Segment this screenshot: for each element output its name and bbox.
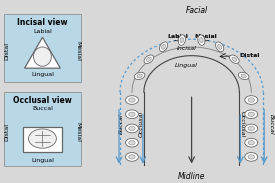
Ellipse shape [125,138,138,147]
Ellipse shape [245,96,258,104]
Ellipse shape [230,55,239,64]
Text: Buccal: Buccal [269,114,274,135]
Text: Occlusal: Occlusal [240,111,245,137]
Text: Buccal: Buccal [32,106,53,111]
Ellipse shape [34,47,51,66]
Text: Lingual: Lingual [31,158,54,163]
Ellipse shape [178,35,185,45]
Polygon shape [24,37,60,68]
Ellipse shape [216,42,224,52]
Text: Midline: Midline [178,172,205,181]
Text: Occlusal: Occlusal [138,111,143,137]
Ellipse shape [129,141,135,145]
Ellipse shape [232,57,237,61]
Ellipse shape [245,138,258,147]
Text: Distal: Distal [239,53,260,58]
Text: Mesial: Mesial [76,122,81,142]
Ellipse shape [218,44,222,49]
Ellipse shape [137,74,142,78]
Ellipse shape [245,124,258,133]
Ellipse shape [125,153,138,161]
Text: Occlusal view: Occlusal view [13,96,72,105]
Text: Facial: Facial [186,5,208,14]
Ellipse shape [129,112,135,116]
Ellipse shape [200,38,203,43]
Ellipse shape [129,98,135,102]
Text: Lingual: Lingual [175,63,198,68]
Ellipse shape [125,124,138,133]
Text: Distal: Distal [4,42,9,60]
Text: Incisal: Incisal [177,46,197,51]
Ellipse shape [248,112,254,116]
Ellipse shape [147,57,151,61]
Ellipse shape [241,74,246,78]
Ellipse shape [248,155,254,159]
Ellipse shape [160,42,168,52]
Ellipse shape [129,126,135,131]
Ellipse shape [134,72,145,80]
Text: Buccal: Buccal [119,114,123,135]
Ellipse shape [248,98,254,102]
Text: Labial: Labial [167,34,188,39]
Ellipse shape [245,110,258,119]
Ellipse shape [129,155,135,159]
Text: Mesial: Mesial [76,41,81,61]
Ellipse shape [125,110,138,119]
FancyBboxPatch shape [4,92,81,166]
Ellipse shape [248,126,254,131]
FancyBboxPatch shape [4,14,81,82]
Ellipse shape [125,96,138,104]
Text: Distal: Distal [4,123,9,141]
Ellipse shape [180,38,184,43]
Ellipse shape [245,153,258,161]
Ellipse shape [29,129,56,148]
Text: Incisal view: Incisal view [17,18,68,27]
Text: Mesial: Mesial [194,34,217,39]
Text: Lingual: Lingual [31,72,54,77]
Ellipse shape [144,55,154,64]
Ellipse shape [238,72,249,80]
Ellipse shape [198,35,205,45]
Polygon shape [23,127,62,152]
Ellipse shape [161,44,166,49]
Text: Labial: Labial [33,29,52,34]
Ellipse shape [248,141,254,145]
